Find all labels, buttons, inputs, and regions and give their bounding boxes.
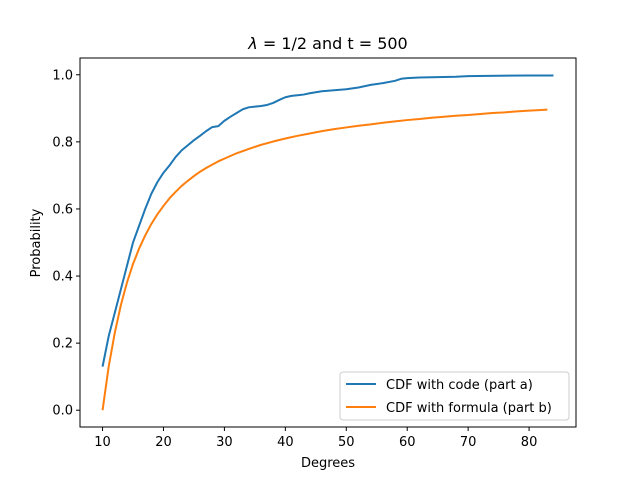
y-axis-label: Probability bbox=[29, 208, 44, 277]
y-tick-label: 0.4 bbox=[52, 270, 73, 285]
x-tick-label: 80 bbox=[521, 435, 538, 450]
x-tick-label: 70 bbox=[460, 435, 477, 450]
x-tick-label: 30 bbox=[216, 435, 233, 450]
axes-frame bbox=[79, 57, 577, 428]
y-tick-label: 0.2 bbox=[52, 337, 73, 352]
legend-label-formula: CDF with formula (part b) bbox=[386, 401, 552, 416]
y-tick-label: 1.0 bbox=[52, 68, 73, 83]
axis-ticks: 10 20 30 40 50 60 70 80 0.0 0.2 0.4 0.6 0.8 1.0 bbox=[52, 68, 537, 450]
x-tick-label: 20 bbox=[155, 435, 172, 450]
x-axis-label: Degrees bbox=[301, 456, 355, 471]
y-tick-label: 0.0 bbox=[52, 404, 73, 419]
title-lambda-symbol: λ bbox=[247, 34, 257, 53]
x-tick-label: 40 bbox=[277, 435, 294, 450]
x-tick-label: 10 bbox=[94, 435, 111, 450]
series-line-0 bbox=[101, 74, 554, 367]
series-line-1 bbox=[101, 108, 548, 411]
legend-box bbox=[339, 371, 570, 421]
y-tick-label: 0.8 bbox=[52, 135, 73, 150]
legend: CDF with code (part a) CDF with formula … bbox=[339, 371, 570, 421]
y-tick-label: 0.6 bbox=[52, 202, 73, 217]
title-rest: = 1/2 and t = 500 bbox=[258, 34, 408, 53]
x-tick-label: 60 bbox=[399, 435, 416, 450]
chart-title: λ = 1/2 and t = 500 bbox=[247, 34, 407, 53]
plot-area bbox=[101, 74, 554, 411]
x-tick-label: 50 bbox=[338, 435, 355, 450]
legend-label-code: CDF with code (part a) bbox=[386, 378, 533, 393]
